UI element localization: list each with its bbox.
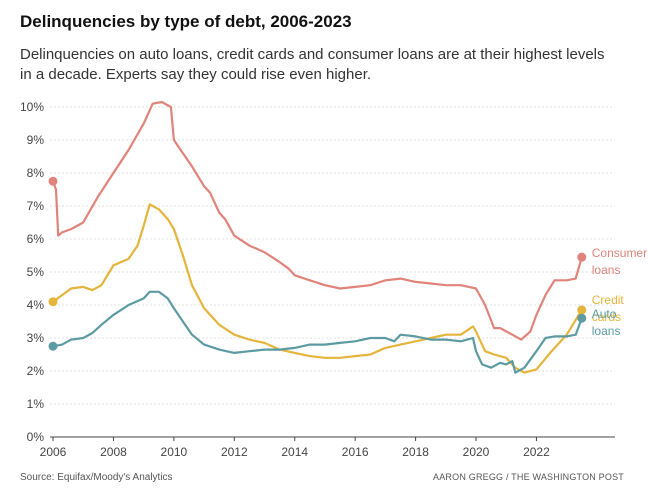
auto-loans-label: Auto	[592, 307, 617, 321]
credit-cards-end-point	[577, 305, 587, 315]
credit-cards-label: Credit	[592, 293, 625, 307]
x-tick-label: 2010	[161, 445, 188, 459]
consumer-loans-line	[51, 100, 583, 341]
x-tick-label: 2014	[281, 445, 308, 459]
y-tick-label: 3%	[27, 331, 45, 345]
y-tick-label: 1%	[27, 397, 45, 411]
source-note: Source: Equifax/Moody's Analytics	[20, 472, 173, 483]
gridlines	[50, 106, 615, 438]
y-tick-label: 9%	[27, 133, 45, 147]
y-tick-label: 2%	[27, 364, 45, 378]
y-tick-label: 10%	[20, 100, 44, 114]
y-tick-label: 6%	[27, 232, 45, 246]
x-tick-label: 2018	[402, 445, 429, 459]
y-axis-ticks: 0% 1% 2% 3% 4% 5% 6% 7% 8% 9% 10%	[20, 100, 44, 444]
chart-title: Delinquencies by type of debt, 2006-2023	[20, 12, 352, 31]
y-tick-label: 7%	[27, 199, 45, 213]
auto-loans-start-point	[48, 341, 58, 351]
credit-cards-line	[51, 203, 583, 374]
x-tick-label: 2006	[40, 445, 67, 459]
consumer-loans-label: loans	[592, 263, 621, 277]
x-tick-label: 2016	[342, 445, 369, 459]
x-tick-label: 2008	[100, 445, 127, 459]
auto-loans-line	[51, 290, 583, 374]
y-tick-label: 5%	[27, 265, 45, 279]
x-tick-label: 2012	[221, 445, 248, 459]
chart-subtitle: Delinquencies on auto loans, credit card…	[20, 46, 605, 83]
x-tick-label: 2022	[523, 445, 550, 459]
consumer-loans-label: Consumer	[592, 246, 647, 260]
y-tick-label: 8%	[27, 166, 45, 180]
auto-loans-label: loans	[592, 324, 621, 338]
x-tick-label: 2020	[463, 445, 490, 459]
credit-cards-label: cards	[592, 310, 621, 324]
credit-cards-start-point	[48, 297, 58, 307]
consumer-loans-start-point	[48, 176, 58, 186]
y-tick-label: 4%	[27, 298, 45, 312]
consumer-loans-end-point	[577, 252, 587, 262]
byline: AARON GREGG / THE WASHINGTON POST	[433, 472, 624, 482]
auto-loans-end-point	[577, 313, 587, 323]
y-tick-label: 0%	[27, 430, 45, 444]
x-axis-ticks: 2006 2008 2010 2012 2014 2016 2018 2020 2022	[40, 437, 550, 459]
series-lines	[48, 100, 587, 374]
